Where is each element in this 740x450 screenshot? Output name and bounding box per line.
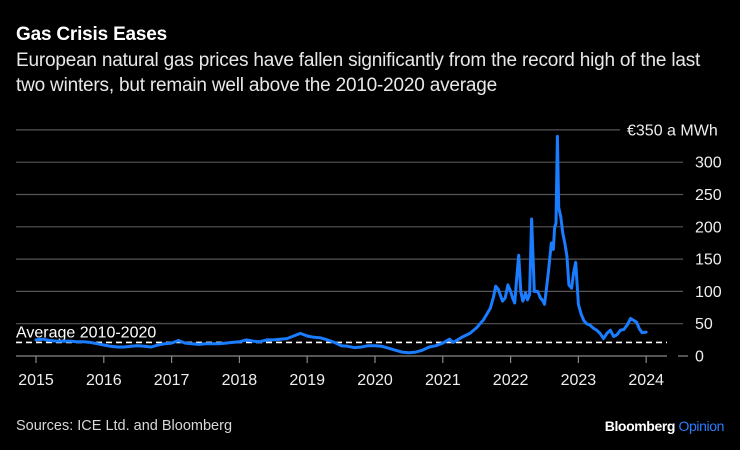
x-tick-label: 2023 [561, 372, 597, 389]
y-axis-labels: 0 50 100 150 200 250 300 €350 a MWh [627, 122, 722, 365]
brand-opinion: Opinion [678, 418, 725, 434]
x-tick-label: 2020 [357, 372, 393, 389]
average-reference-line: Average 2010-2020 [16, 324, 667, 344]
x-tick-label: 2024 [628, 372, 664, 389]
y-tick-label: 150 [695, 252, 722, 269]
average-label: Average 2010-2020 [16, 324, 156, 341]
y-tick-label: 200 [695, 219, 722, 236]
price-series-line [34, 134, 648, 355]
brand-logo: Bloomberg Opinion [604, 418, 725, 434]
source-note: Sources: ICE Ltd. and Bloomberg [16, 418, 233, 434]
x-tick-label: 2018 [222, 372, 258, 389]
x-tick-label: 2021 [425, 372, 461, 389]
brand-bloomberg: Bloomberg [604, 418, 676, 434]
x-tick-label: 2016 [86, 372, 122, 389]
y-tick-label: 0 [695, 349, 704, 366]
x-tick-label: 2015 [18, 372, 54, 389]
chart-title: Gas Crisis Eases [16, 24, 168, 45]
x-axis: 2015 2016 2017 2018 2019 2020 2021 2022 2023 2024 [18, 356, 664, 389]
x-tick-label: 2022 [493, 372, 529, 389]
chart-subtitle: European natural gas prices have fallen … [16, 50, 701, 96]
y-tick-label: 100 [695, 284, 722, 301]
y-tick-label: 250 [695, 187, 722, 204]
gridlines [16, 129, 688, 357]
y-tick-label: 300 [695, 155, 722, 172]
x-tick-label: 2017 [154, 372, 190, 389]
series-layer [34, 134, 648, 355]
y-tick-label: €350 a MWh [627, 122, 718, 139]
y-tick-label: 50 [695, 316, 713, 333]
x-tick-label: 2019 [289, 372, 325, 389]
